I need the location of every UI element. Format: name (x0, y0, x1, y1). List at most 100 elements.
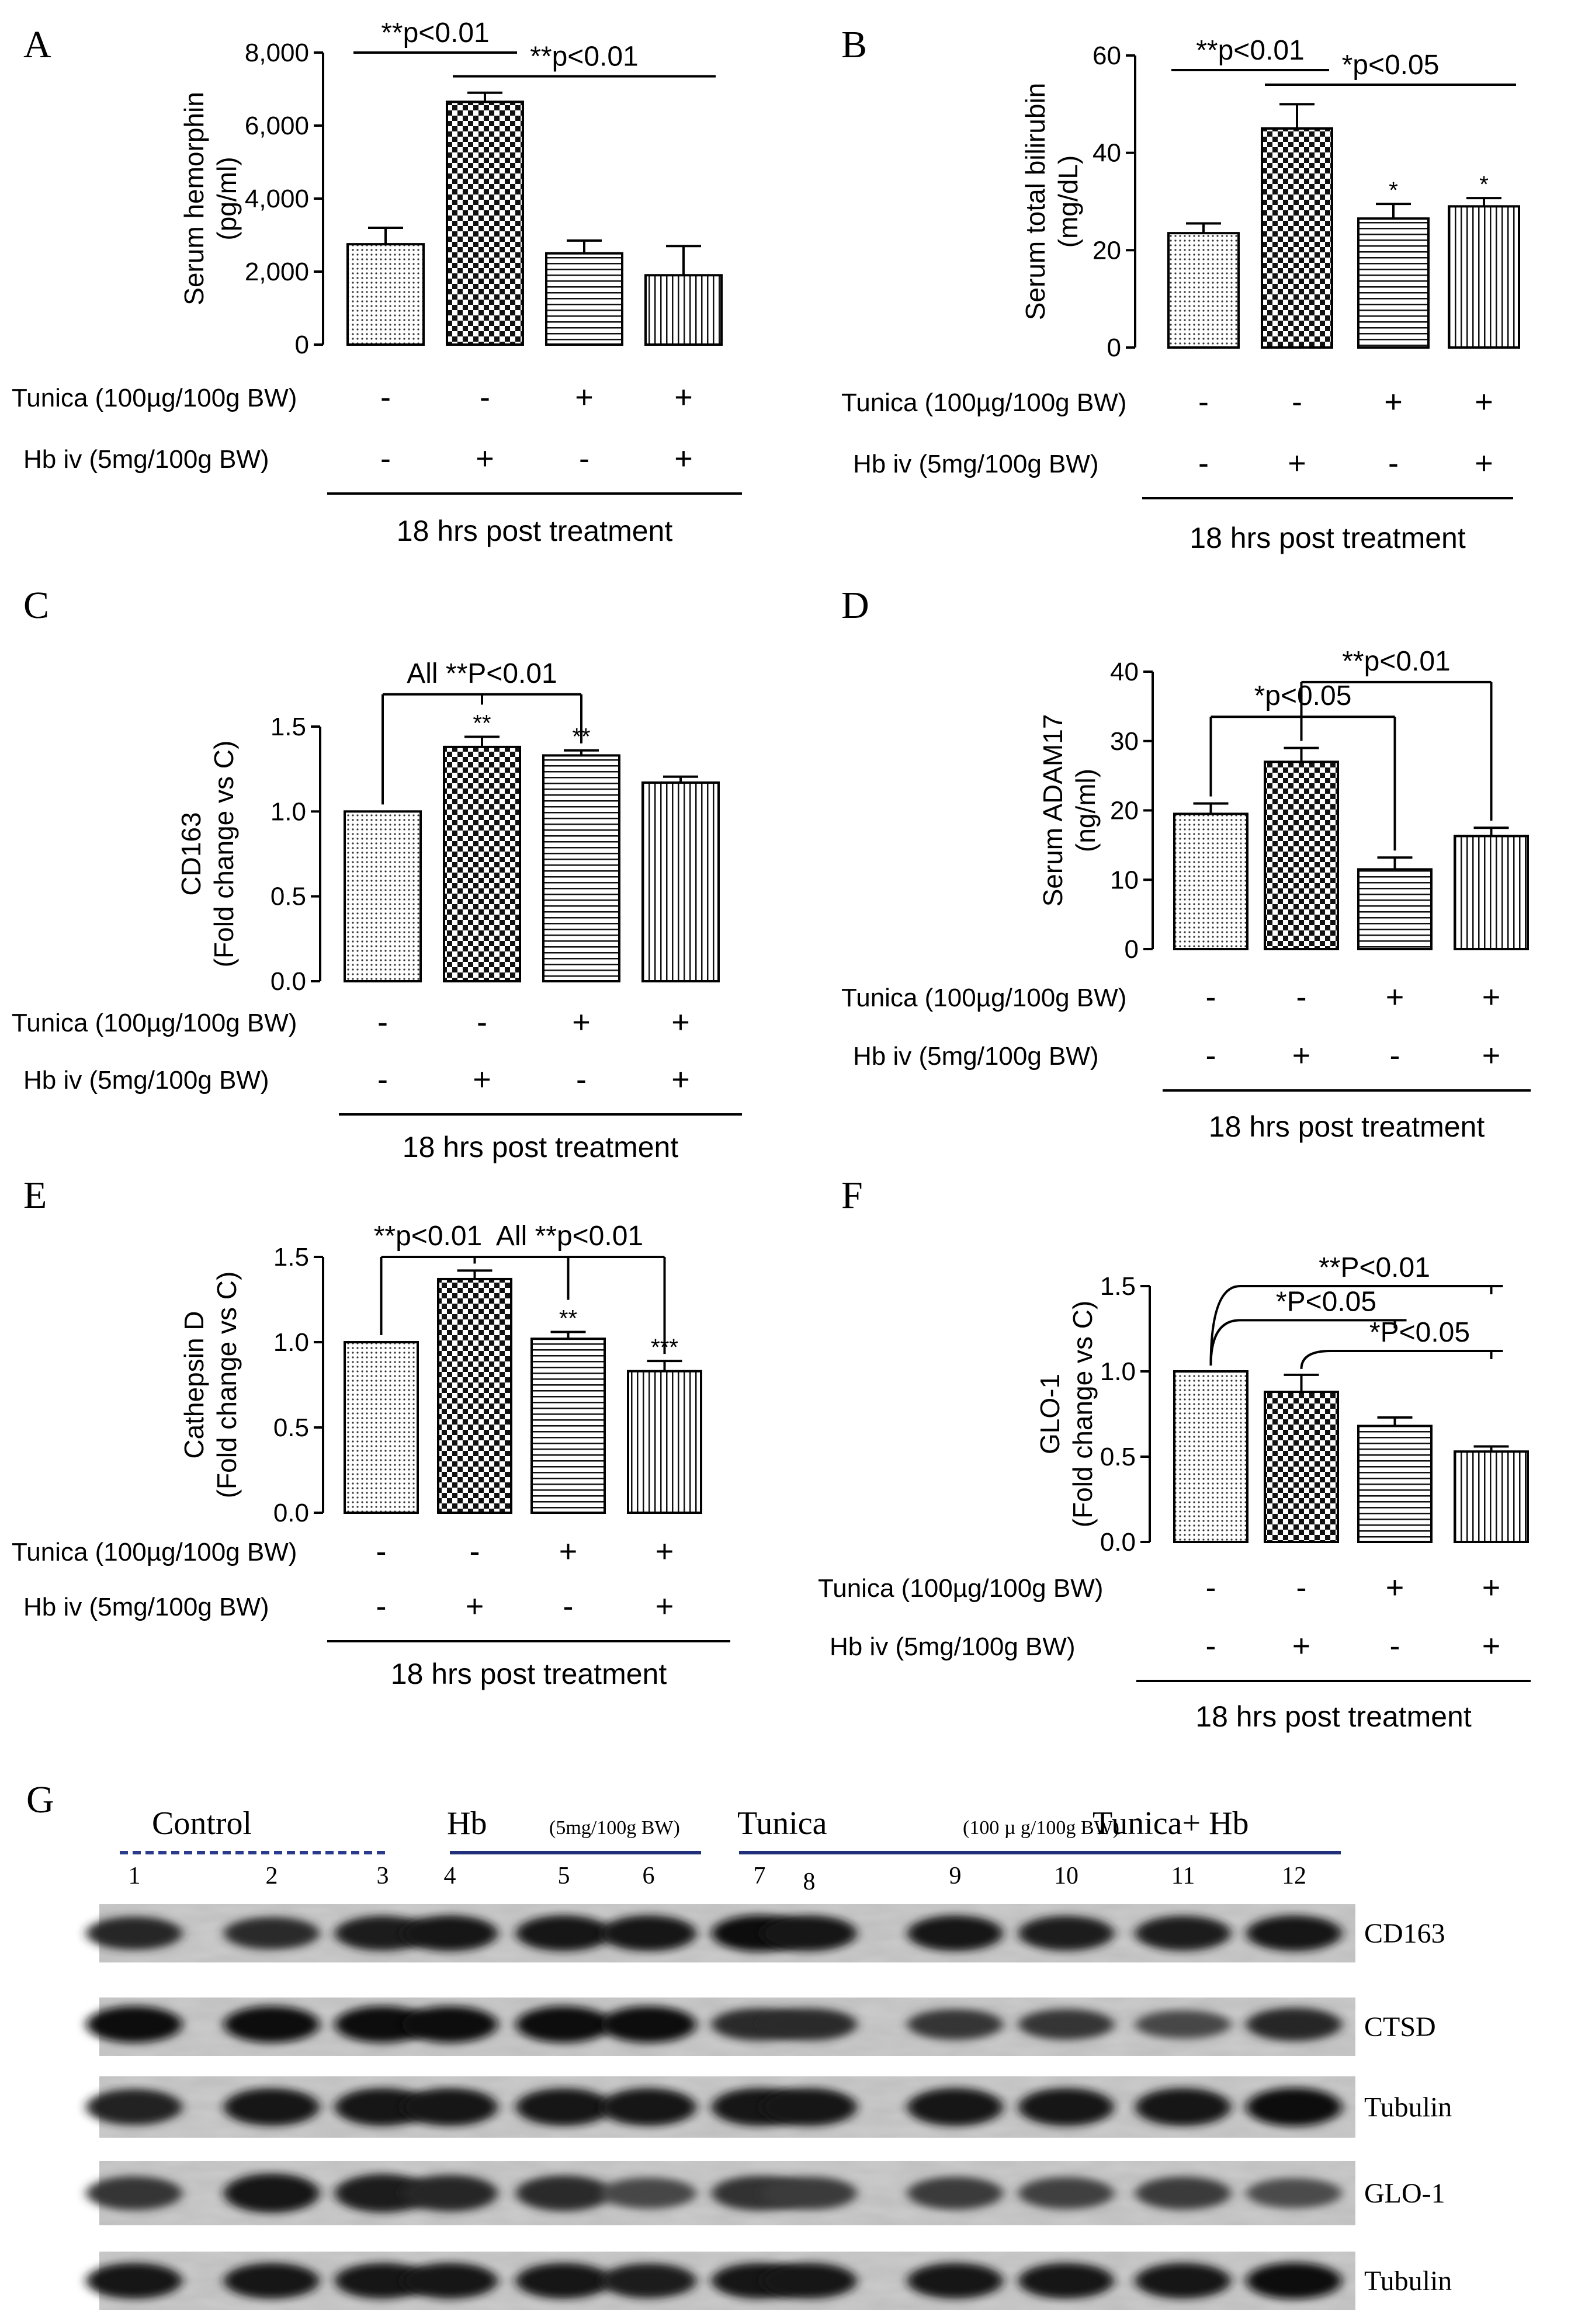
blot-band (1018, 1916, 1114, 1951)
y-tick-label: 30 (1110, 727, 1139, 756)
tunica-sign: - (380, 380, 391, 415)
y-tick-label: 20 (1110, 797, 1139, 825)
blot-group-header: Tunica+ Hb (1046, 1805, 1341, 1854)
y-axis-label-line: GLO-1 (1035, 1374, 1065, 1454)
bar-hb (437, 1277, 512, 1514)
y-axis-label-line: (pg/ml) (211, 157, 242, 240)
blot-band (601, 2006, 696, 2043)
bracket-label: **p<0.01 (530, 41, 639, 72)
bar-tunica (1357, 868, 1433, 950)
y-tick-label: 0 (1107, 334, 1121, 362)
bracket-label: *P<0.05 (1369, 1317, 1470, 1348)
blot-band (601, 2088, 696, 2126)
blot-band (402, 2174, 498, 2212)
blot-band (86, 2006, 182, 2043)
y-axis-label-line: Serum total bilirubin (1020, 83, 1050, 321)
blot-band (907, 1915, 1003, 1951)
y-tick-label: 0.5 (273, 1413, 309, 1442)
bar-tunica (1357, 217, 1430, 349)
y-axis-label-line: (Fold change vs C) (211, 1272, 242, 1499)
y-axis-label-line: (mg/dL) (1053, 155, 1083, 248)
y-tick-label: 0.0 (273, 1499, 309, 1527)
significance-bracket: *p<0.05 (1209, 680, 1396, 851)
lane-number: 5 (558, 1863, 570, 1889)
post-treatment-label: 18 hrs post treatment (1209, 1110, 1485, 1143)
panel-e-chart: E 0.0 0.5 1.0 1.5 Cathepsin D(Fold change vs … (12, 1174, 730, 1690)
bar-control (346, 243, 425, 346)
tunica-sign: - (1292, 384, 1302, 419)
bar-control (1167, 232, 1240, 349)
lane-number: 12 (1282, 1863, 1306, 1889)
bar-hb (446, 100, 524, 346)
significance-bracket: **p<0.01 (1171, 35, 1329, 71)
blot-band (761, 2176, 857, 2210)
lane-number: 7 (754, 1863, 766, 1889)
bracket-label: **P<0.01 (1319, 1252, 1430, 1283)
bar-tunica (1357, 1425, 1433, 1543)
y-axis-label-line: (Fold change vs C) (209, 741, 239, 968)
blot-band (86, 2263, 182, 2299)
lane-number: 8 (803, 1868, 816, 1895)
y-tick-label: 0 (1125, 935, 1139, 964)
blot-band (1135, 2088, 1231, 2126)
post-treatment-label: 18 hrs post treatment (397, 515, 673, 547)
tunica-sign: - (377, 1005, 388, 1040)
blot-band (1018, 2088, 1114, 2126)
blot-band (907, 2176, 1003, 2210)
blot-band (224, 1917, 320, 1950)
significance-bracket: **p<0.01 (353, 18, 517, 54)
bar-hb (1261, 127, 1333, 349)
bracket-label: **p<0.01 (381, 18, 490, 48)
blot-band (224, 2006, 320, 2043)
tunica-sign: - (1206, 979, 1216, 1015)
hb-row-label: Hb iv (5mg/100g BW) (23, 1066, 269, 1095)
y-tick-label: 2,000 (245, 258, 309, 286)
hb-sign: - (579, 441, 589, 476)
hb-sign: - (1390, 1628, 1400, 1663)
panel-b-chart: B 0 20 40 60 Serum total bilirubin(mg/dL) * * **… (841, 23, 1520, 554)
blot-band (86, 2089, 182, 2125)
hb-sign: + (1288, 446, 1306, 481)
blot-band (516, 2175, 612, 2211)
post-treatment-label: 18 hrs post treatment (391, 1658, 667, 1690)
tunica-sign: + (1482, 1570, 1501, 1605)
blot-group-label: Tunica+ Hb (1093, 1805, 1249, 1842)
y-tick-label: 0.0 (270, 967, 306, 996)
y-tick-label: 1.0 (1100, 1357, 1136, 1386)
blot-band (761, 1915, 857, 1951)
y-axis-label-line: (ng/ml) (1070, 769, 1101, 852)
panel-label: B (841, 23, 867, 66)
y-tick-label: 1.5 (273, 1243, 309, 1272)
hb-sign: + (1482, 1038, 1501, 1073)
blot-band (516, 2088, 612, 2126)
y-tick-label: 10 (1110, 866, 1139, 894)
hb-sign: + (1292, 1628, 1311, 1663)
significance-bracket: All **P<0.01 (382, 658, 582, 805)
tunica-sign: + (1482, 979, 1501, 1015)
blot-band (335, 2263, 431, 2299)
tunica-sign: + (656, 1534, 674, 1569)
blot-band (86, 2176, 182, 2211)
tunica-sign: + (1386, 1570, 1404, 1605)
significance-bracket: *p<0.05 (1265, 50, 1516, 86)
lane-number: 10 (1054, 1863, 1078, 1889)
bar-tunica-hb (627, 1370, 702, 1514)
blot-band (1246, 2262, 1342, 2299)
bar-tunica-hb (644, 274, 723, 346)
bracket-label: All **P<0.01 (407, 658, 557, 689)
blot-band (1018, 2177, 1114, 2210)
bar-tunica (545, 252, 623, 346)
hb-sign: + (656, 1589, 674, 1624)
hb-sign: + (671, 1062, 690, 1097)
bar-hb (443, 745, 521, 982)
tunica-sign: - (477, 1005, 487, 1040)
bar-tunica-hb (1448, 205, 1520, 349)
lane-number: 9 (949, 1863, 962, 1889)
blot-row-glo-1: GLO-1 (86, 2161, 1445, 2225)
significance-bracket: **p<0.01 (453, 41, 716, 78)
hb-sign: + (674, 441, 693, 476)
y-tick-label: 6,000 (245, 112, 309, 140)
post-treatment-label: 18 hrs post treatment (403, 1131, 679, 1163)
